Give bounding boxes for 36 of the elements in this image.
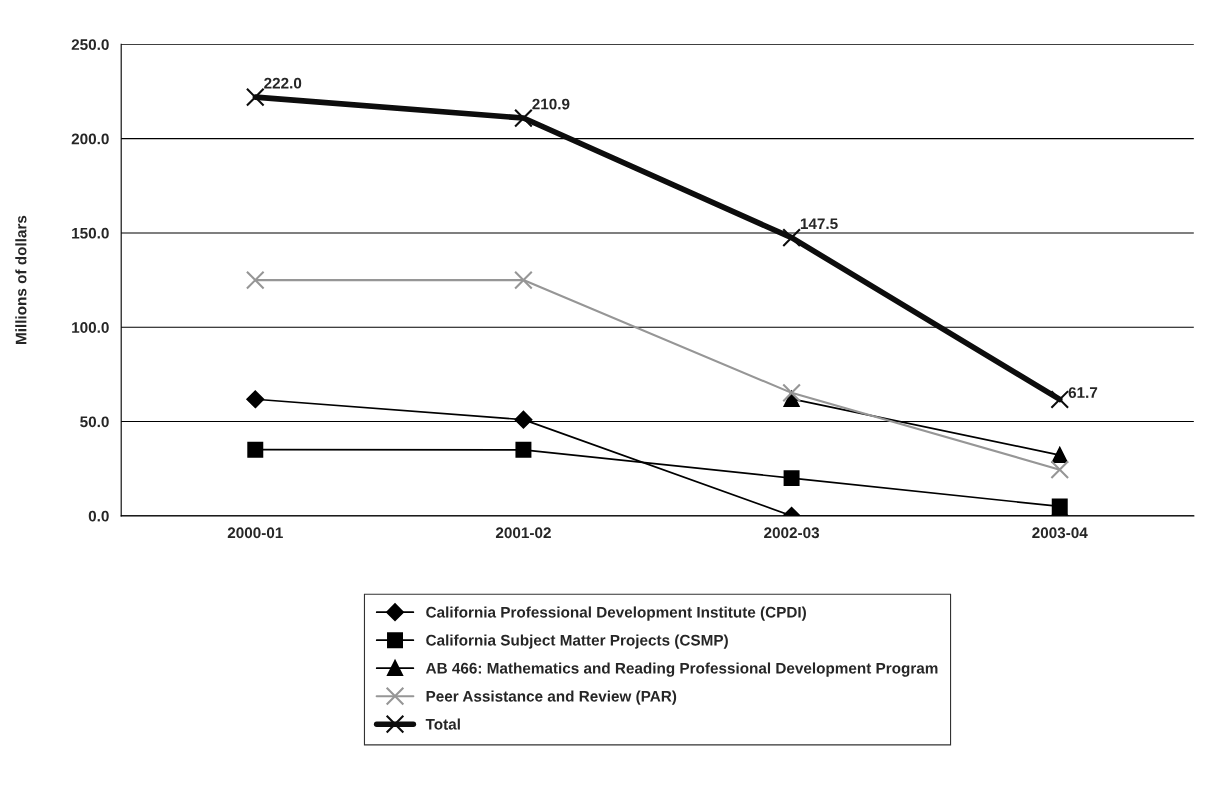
x-tick-label: 2001-02 bbox=[495, 527, 551, 539]
point bbox=[1051, 498, 1068, 515]
y-tick-label: 200.0 bbox=[71, 133, 109, 145]
point bbox=[1050, 460, 1070, 480]
data-label: 210.9 bbox=[532, 98, 570, 110]
data-label: 222.0 bbox=[264, 77, 302, 89]
point bbox=[783, 390, 800, 407]
point bbox=[514, 108, 533, 128]
x-tick-label: 2000-01 bbox=[227, 527, 283, 539]
point bbox=[514, 410, 533, 429]
point bbox=[515, 441, 532, 458]
legend-label: Peer Assistance and Review (PAR) bbox=[426, 690, 677, 705]
y-tick-label: 100.0 bbox=[72, 322, 109, 333]
legend-label: AB 466: Mathematics and Reading Professional Development Program bbox=[425, 662, 938, 677]
y-tick-label: 50.0 bbox=[80, 416, 109, 428]
point bbox=[245, 87, 265, 107]
x-tick-label: 2002-03 bbox=[764, 527, 820, 539]
point bbox=[247, 441, 264, 458]
point bbox=[245, 270, 265, 290]
point bbox=[783, 470, 800, 487]
point bbox=[782, 228, 801, 248]
y-axis-title: Millions of dollars bbox=[15, 215, 27, 344]
point bbox=[246, 390, 265, 409]
point bbox=[1050, 390, 1070, 409]
point bbox=[782, 383, 801, 403]
data-label: 147.5 bbox=[800, 218, 838, 230]
legend-label: California Professional Development Institute (CPDI) bbox=[426, 606, 806, 621]
data-label: 61.7 bbox=[1068, 387, 1098, 399]
x-tick-label: 2003-04 bbox=[1032, 527, 1088, 539]
legend-label: Total bbox=[425, 718, 460, 730]
y-tick-label: 150.0 bbox=[72, 227, 109, 239]
y-tick-label: 0.0 bbox=[88, 510, 109, 522]
legend-label: California Subject Matter Projects (CSMP) bbox=[426, 634, 728, 649]
point bbox=[514, 270, 533, 290]
y-tick-label: 250.0 bbox=[71, 39, 109, 51]
point bbox=[1051, 447, 1068, 464]
